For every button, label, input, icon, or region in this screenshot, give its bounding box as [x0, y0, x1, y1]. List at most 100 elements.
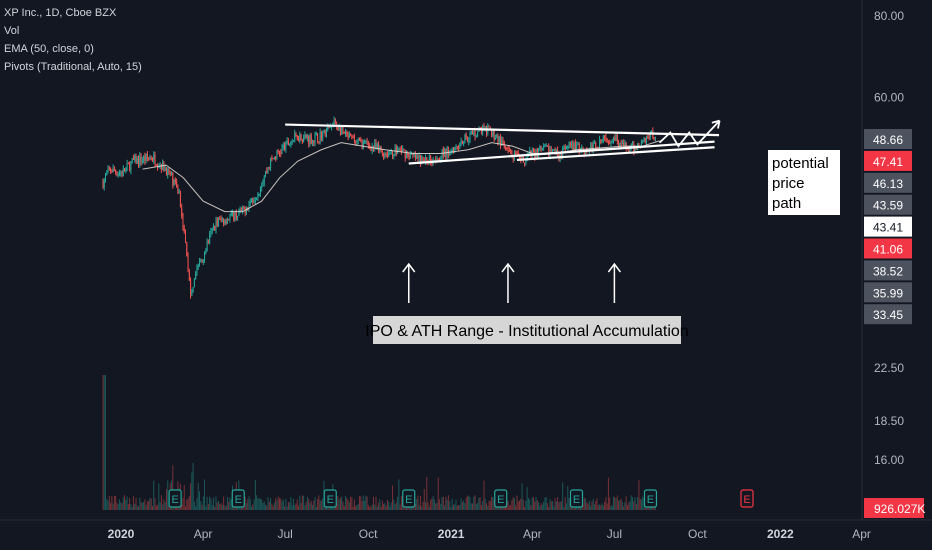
volume-bar [535, 496, 537, 510]
volume-bar [633, 501, 635, 510]
candle-body [245, 208, 247, 214]
volume-bar [536, 500, 538, 510]
range-label-box[interactable]: IPO & ATH Range - Institutional Accumula… [365, 316, 689, 344]
chart-legend[interactable]: XP Inc., 1D, Cboe BZX Vol EMA (50, close… [4, 4, 142, 76]
candle-body [300, 134, 302, 140]
up-arrowhead [607, 262, 621, 273]
legend-pivots[interactable]: Pivots (Traditional, Auto, 15) [4, 61, 142, 73]
volume-bar [268, 501, 270, 510]
candle-body [601, 140, 603, 143]
candle-body [508, 149, 510, 151]
volume-bar [385, 505, 387, 510]
volume-bar [593, 504, 595, 510]
volume-bar [389, 506, 391, 510]
volume-bar [475, 503, 477, 510]
candle-body [317, 133, 319, 142]
candle-body [648, 137, 650, 139]
price-path-zigzag[interactable] [658, 119, 721, 148]
candle-body [614, 137, 616, 141]
candle-body [447, 147, 449, 155]
volume-bar [564, 497, 566, 510]
price-tick-label: 80.00 [874, 9, 904, 23]
volume-bar [440, 503, 442, 510]
volume-bar [360, 496, 362, 510]
volume-bar [266, 505, 268, 510]
candle-body [649, 132, 651, 139]
volume-bar [187, 498, 189, 510]
volume-bar [198, 491, 200, 510]
legend-ema[interactable]: EMA (50, close, 0) [4, 43, 94, 55]
path-label-box[interactable]: potential price path [768, 150, 840, 215]
candle-body [251, 198, 253, 202]
candle-body [610, 141, 612, 144]
trendlines[interactable] [285, 123, 720, 165]
candle-body [234, 212, 236, 221]
volume-bar [200, 501, 202, 510]
earnings-glyph: E [573, 494, 580, 506]
candle-body [472, 131, 474, 135]
candle-body [501, 139, 503, 146]
volume-bar [120, 502, 122, 510]
volume-bar [582, 504, 584, 510]
volume-bar [356, 505, 358, 510]
volume-bar [219, 503, 221, 510]
volume-bar [318, 495, 320, 510]
volume-bar [464, 503, 466, 510]
candle-body [541, 147, 543, 150]
candle-body [421, 156, 423, 165]
candle-body [130, 161, 132, 171]
volume-bar [456, 505, 458, 510]
candle-body [510, 150, 512, 153]
candle-body [146, 154, 148, 158]
candle-body [110, 168, 112, 171]
legend-volume[interactable]: Vol [4, 25, 20, 37]
candle-body [266, 171, 268, 173]
candle-body [287, 140, 289, 145]
volume-bar [277, 496, 279, 510]
legend-symbol-title[interactable]: XP Inc., 1D, Cboe BZX [4, 7, 117, 19]
candle-body [197, 266, 199, 268]
volume-bar [524, 506, 526, 510]
volume-bar [167, 480, 169, 510]
volume-bar [508, 505, 510, 510]
candle-body [285, 140, 287, 150]
volume-bar [439, 499, 441, 510]
volume-bar [629, 500, 631, 510]
candle-body [134, 155, 136, 160]
candle-body [113, 167, 115, 171]
candle-body [355, 141, 357, 143]
volume-bar [588, 500, 590, 510]
volume-bar [511, 500, 513, 510]
candle-body [643, 138, 645, 142]
candle-body [543, 145, 545, 148]
candle-body [400, 148, 402, 153]
candle-body [351, 134, 353, 137]
candle-body [188, 271, 190, 281]
volume-bar [212, 497, 214, 510]
volume-bar [148, 500, 150, 510]
volume-bar [201, 504, 203, 510]
volume-bar [526, 487, 528, 510]
candle-body [646, 137, 648, 144]
candle-body [238, 211, 240, 216]
candle-body [334, 120, 336, 124]
volume-bar [468, 495, 470, 510]
volume-bar [480, 505, 482, 510]
candle-body [590, 145, 592, 151]
candle-body [502, 139, 504, 143]
time-axis[interactable]: 2020 Apr Jul Oct 2021 Apr Jul Oct 2022 Apr [0, 519, 932, 541]
volume-bar [127, 504, 129, 510]
candle-body [181, 207, 183, 217]
price-badge-label: 43.59 [873, 199, 903, 213]
volume-bar [371, 504, 373, 510]
candle-body [404, 150, 406, 159]
candle-body [136, 158, 138, 164]
accumulation-arrows[interactable] [402, 262, 621, 303]
volume-bar [337, 495, 339, 510]
candle-body [492, 130, 494, 136]
candle-body [271, 157, 273, 159]
price-axis[interactable]: 80.00 60.00 22.50 18.50 16.00 48.66 47.41 46.13… [861, 0, 925, 520]
volume-bar [427, 502, 429, 510]
